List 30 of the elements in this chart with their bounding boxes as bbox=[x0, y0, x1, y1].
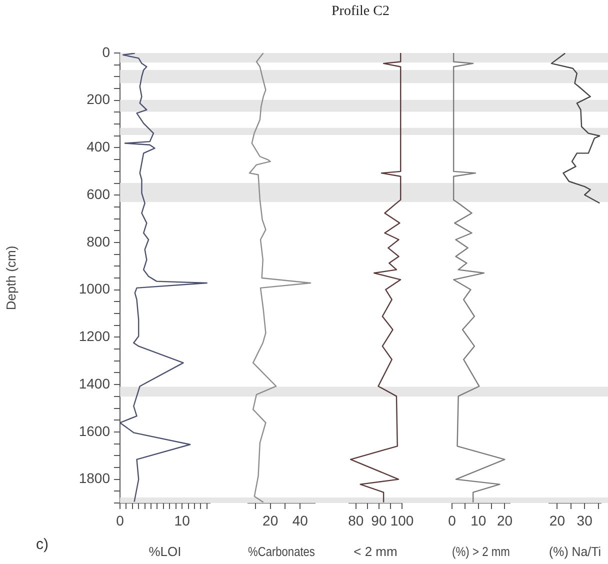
y-tick-label: 200 bbox=[86, 91, 110, 108]
x-tick-label: 10 bbox=[470, 512, 486, 528]
x-tick-label: 100 bbox=[390, 512, 414, 528]
x-axis-title: (%) Na/Ti bbox=[549, 544, 601, 559]
x-axis-title: %Carbonates bbox=[248, 544, 315, 560]
x-tick-label: 30 bbox=[576, 512, 593, 528]
y-tick-label: 1000 bbox=[78, 280, 110, 297]
y-tick-label: 1200 bbox=[78, 328, 110, 344]
x-tick-label: 10 bbox=[174, 512, 190, 528]
x-tick-label: 0 bbox=[448, 512, 456, 528]
y-axis-title: Depth (cm) bbox=[3, 246, 18, 310]
y-tick-label: 1800 bbox=[78, 470, 110, 486]
x-axis-title: (%) > 2 mm bbox=[452, 544, 510, 559]
chart-title: Profile C2 bbox=[330, 4, 390, 20]
y-tick-label: 400 bbox=[86, 138, 110, 155]
text: c) bbox=[36, 536, 48, 554]
x-tick-label: 0 bbox=[116, 512, 124, 528]
x-tick-label: 40 bbox=[292, 512, 308, 528]
y-tick-label: 0 bbox=[102, 44, 110, 60]
y-tick-label: 600 bbox=[86, 186, 110, 202]
x-axis-title: %LOI bbox=[148, 544, 182, 559]
x-tick-label: 20 bbox=[262, 512, 278, 528]
y-tick-label: 1400 bbox=[78, 375, 110, 392]
x-tick-label: 90 bbox=[371, 512, 387, 528]
x-axis-title: < 2 mm bbox=[354, 544, 398, 559]
x-tick-label: 80 bbox=[348, 512, 364, 528]
x-tick-label: 20 bbox=[549, 512, 566, 528]
y-tick-label: 800 bbox=[86, 233, 110, 250]
x-tick-label: 20 bbox=[496, 512, 513, 528]
y-tick-label: 1600 bbox=[78, 422, 110, 439]
